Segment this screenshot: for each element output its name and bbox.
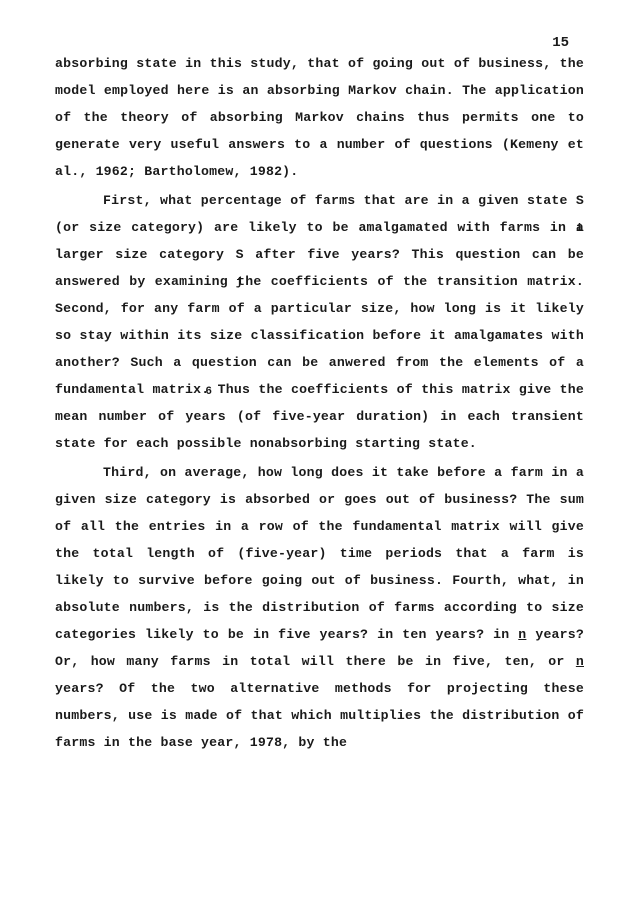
page-number: 15 xyxy=(552,35,569,51)
paragraph-2: First, what percentage of farms that are… xyxy=(55,187,584,457)
paragraph-1: absorbing state in this study, that of g… xyxy=(55,50,584,185)
para1-text: absorbing state in this study, that of g… xyxy=(55,56,584,179)
underline-n-2: n xyxy=(576,654,584,669)
para2-text-c: after five years? This question can be a… xyxy=(55,247,584,397)
paragraph-3: Third, on average, how long does it take… xyxy=(55,459,584,756)
para3-text-a: Third, on average, how long does it take… xyxy=(55,465,584,642)
para2-text-a: First, what percentage of farms that are… xyxy=(103,193,584,208)
para3-text-c: years? Of the two alternative methods fo… xyxy=(55,681,584,750)
